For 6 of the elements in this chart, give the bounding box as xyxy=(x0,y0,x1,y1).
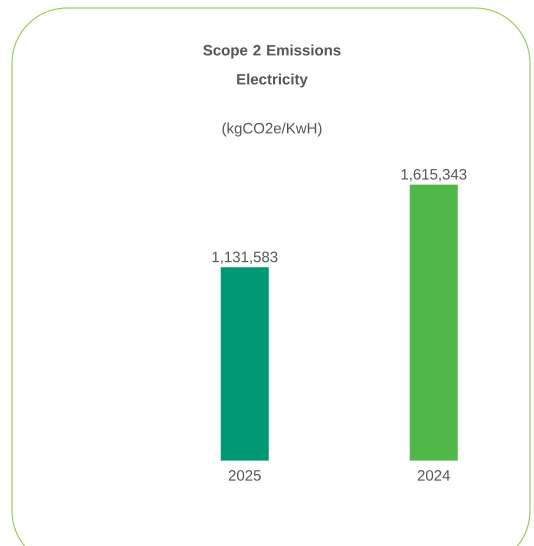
x-tick-label: 2025 xyxy=(228,470,261,481)
chart-title: Scope 2 Emissions Electricity xyxy=(203,44,341,88)
data-label: 1,131,583 xyxy=(212,252,278,264)
chart-subtitle: (kgCO2e/KwH) xyxy=(222,122,322,137)
x-tick-label: 2024 xyxy=(418,470,450,481)
data-label: 1,615,343 xyxy=(402,168,466,182)
